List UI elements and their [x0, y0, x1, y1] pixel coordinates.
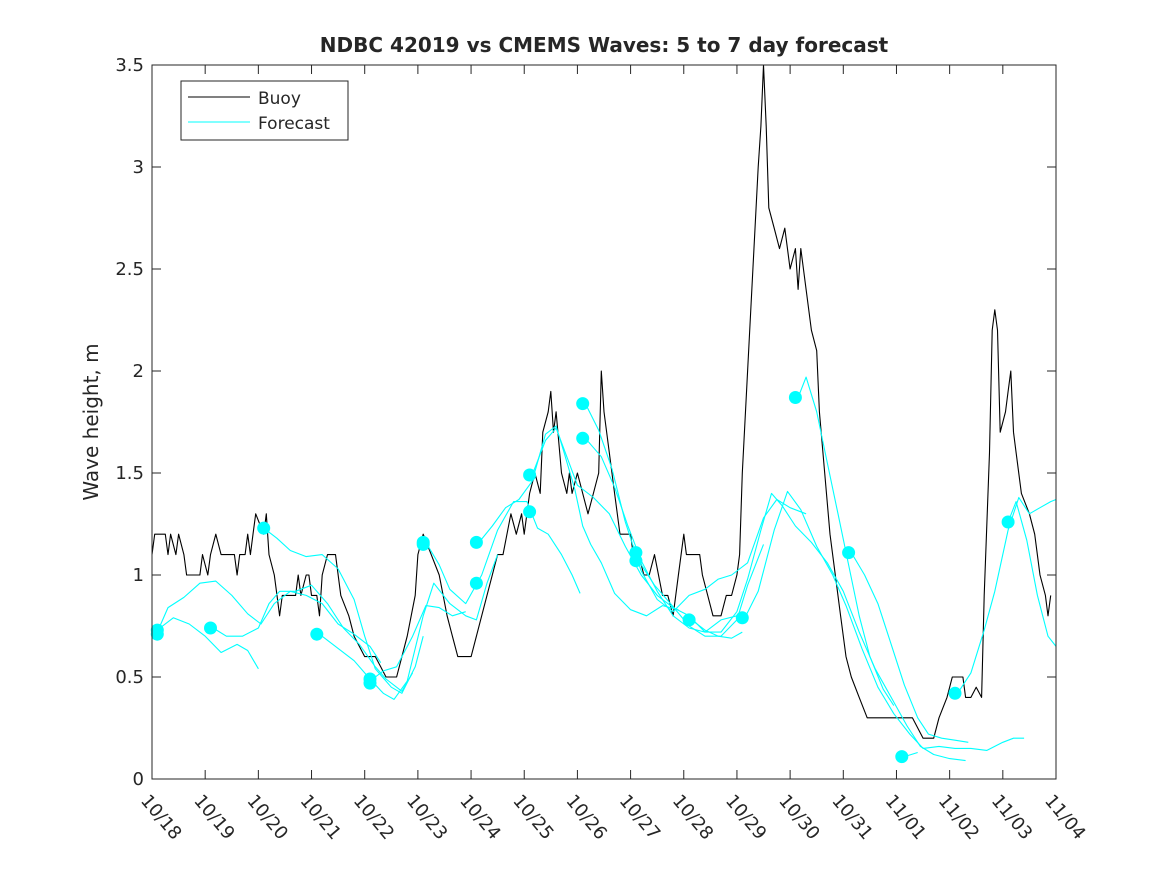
- forecast-marker: [788, 391, 802, 404]
- legend: Buoy Forecast: [180, 80, 349, 141]
- forecast-series-line: [156, 580, 382, 664]
- y-tick-label: 3.5: [115, 55, 144, 76]
- forecast-marker: [682, 613, 696, 627]
- y-tick-label: 0.5: [115, 667, 144, 688]
- forecast-series-line: [584, 403, 807, 613]
- forecast-series-line: [372, 605, 466, 680]
- chart-title: NDBC 42019 vs CMEMS Waves: 5 to 7 day fo…: [320, 33, 889, 57]
- forecast-marker: [310, 627, 324, 641]
- y-tick-label: 3: [133, 157, 144, 178]
- forecast-series-line: [584, 437, 966, 762]
- forecast-series-line: [638, 544, 765, 637]
- y-tick-label: 1.5: [115, 463, 144, 484]
- y-tick-label: 1: [133, 565, 144, 586]
- forecast-series-line: [850, 552, 969, 743]
- forecast-series-line: [156, 617, 259, 670]
- plot-area: [152, 65, 1056, 779]
- forecast-marker: [523, 468, 537, 482]
- forecast-series-line: [957, 496, 1057, 694]
- forecast-series-line: [212, 584, 414, 692]
- forecast-marker: [204, 621, 217, 635]
- forecast-marker: [363, 676, 377, 690]
- forecast-series-line: [744, 490, 1025, 751]
- forecast-marker: [895, 750, 909, 764]
- legend-label-forecast: Forecast: [258, 114, 330, 134]
- forecast-series-line: [478, 425, 679, 617]
- forecast-marker: [469, 576, 483, 590]
- forecast-marker: [735, 611, 749, 625]
- series-layer: [151, 64, 1057, 762]
- legend-label-buoy: Buoy: [258, 89, 301, 109]
- forecast-series-line: [691, 619, 743, 639]
- forecast-marker: [576, 397, 590, 411]
- y-tick-label: 2.5: [115, 259, 144, 280]
- forecast-marker: [629, 554, 643, 568]
- plot-frame: [151, 64, 1057, 780]
- forecast-marker: [1001, 515, 1015, 529]
- forecast-marker: [257, 521, 271, 535]
- forecast-marker: [469, 535, 483, 549]
- legend-box: [180, 80, 349, 141]
- forecast-marker: [948, 686, 962, 700]
- y-tick-label: 2: [133, 361, 144, 382]
- forecast-marker: [576, 431, 590, 445]
- forecast-series-line: [263, 527, 424, 694]
- forecast-series-line: [319, 554, 499, 700]
- buoy-series-line: [151, 64, 1052, 739]
- forecast-marker: [416, 537, 430, 551]
- forecast-marker: [842, 546, 856, 560]
- forecast-marker: [523, 505, 537, 519]
- forecast-series-line: [425, 501, 581, 605]
- forecast-series-line: [1007, 501, 1057, 647]
- forecast-series-line: [797, 376, 895, 706]
- y-tick-label: 0: [133, 769, 144, 790]
- forecast-marker: [150, 627, 164, 641]
- y-axis-label: Wave height, m: [79, 343, 103, 500]
- marker-layer: [150, 391, 1015, 764]
